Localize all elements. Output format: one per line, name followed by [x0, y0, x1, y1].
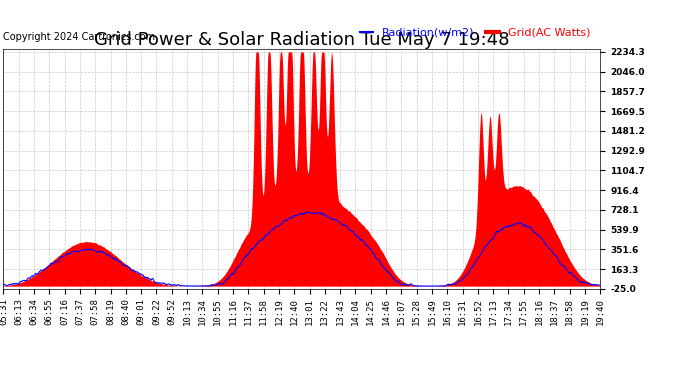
Text: Copyright 2024 Cartronics.com: Copyright 2024 Cartronics.com	[3, 32, 155, 42]
Legend: Radiation(w/m2), Grid(AC Watts): Radiation(w/m2), Grid(AC Watts)	[355, 23, 595, 42]
Title: Grid Power & Solar Radiation Tue May 7 19:48: Grid Power & Solar Radiation Tue May 7 1…	[94, 31, 510, 49]
